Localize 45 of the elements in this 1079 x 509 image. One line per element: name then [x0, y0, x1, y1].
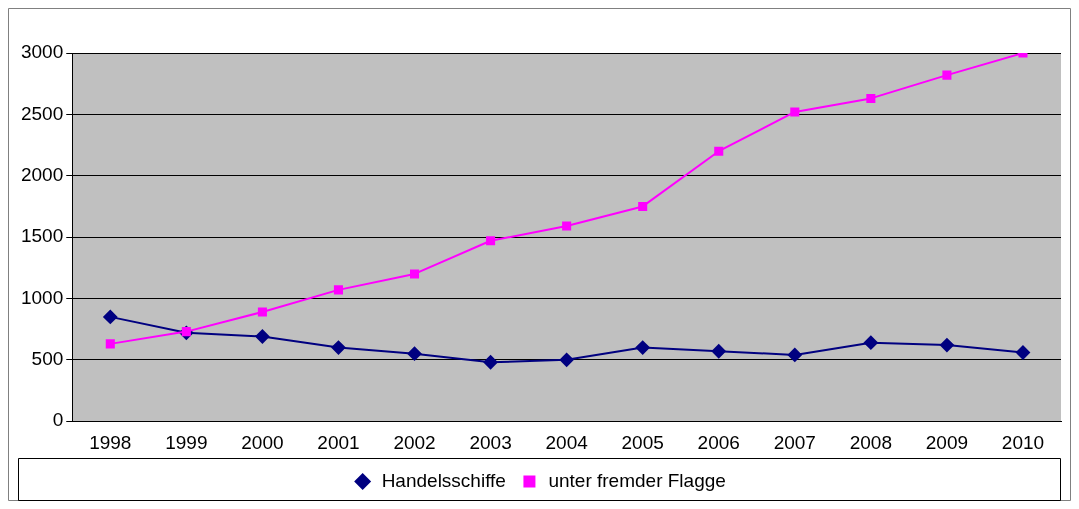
point	[790, 107, 800, 117]
point	[562, 221, 572, 231]
x-tick-label: 2004	[545, 431, 589, 453]
y-tick-label: 500	[31, 348, 64, 370]
point	[255, 329, 270, 344]
point	[483, 355, 498, 370]
point	[939, 338, 954, 353]
legend-label: Handelsschiffe	[381, 469, 506, 491]
x-tick-label: 2003	[469, 431, 512, 453]
point	[714, 146, 724, 156]
point	[787, 347, 802, 362]
point	[638, 201, 648, 211]
y-tick-label: 2500	[20, 102, 64, 124]
y-tick-label: 1500	[20, 225, 64, 247]
x-tick-label: 2006	[697, 431, 740, 453]
point	[942, 70, 952, 80]
point	[407, 346, 422, 361]
point	[711, 344, 726, 359]
x-tick-label: 2005	[621, 431, 664, 453]
x-tick-label: 2000	[241, 431, 284, 453]
y-tick-label: 0	[52, 409, 64, 431]
point	[257, 307, 267, 317]
x-tick-label: 2007	[773, 431, 816, 453]
x-tick-label: 2001	[317, 431, 360, 453]
x-tick-label: 2008	[849, 431, 892, 453]
point	[105, 339, 115, 349]
point	[866, 93, 876, 103]
x-tick-label: 2010	[1001, 431, 1045, 453]
point	[331, 340, 346, 355]
point	[103, 309, 118, 324]
y-tick-label: 2000	[20, 163, 64, 185]
point	[1015, 345, 1030, 360]
point	[486, 236, 496, 246]
point	[635, 340, 650, 355]
x-tick-label: 2009	[925, 431, 969, 453]
x-tick-label: 1999	[165, 431, 208, 453]
point	[333, 285, 343, 295]
point	[409, 269, 420, 279]
x-tick-label: 1998	[89, 431, 132, 453]
point	[559, 352, 574, 367]
legend-label: unter fremder Flagge	[548, 469, 726, 491]
x-tick-label: 2002	[393, 431, 436, 453]
y-tick-label: 1000	[20, 286, 64, 308]
y-tick-label: 3000	[20, 41, 64, 63]
point	[863, 335, 878, 350]
